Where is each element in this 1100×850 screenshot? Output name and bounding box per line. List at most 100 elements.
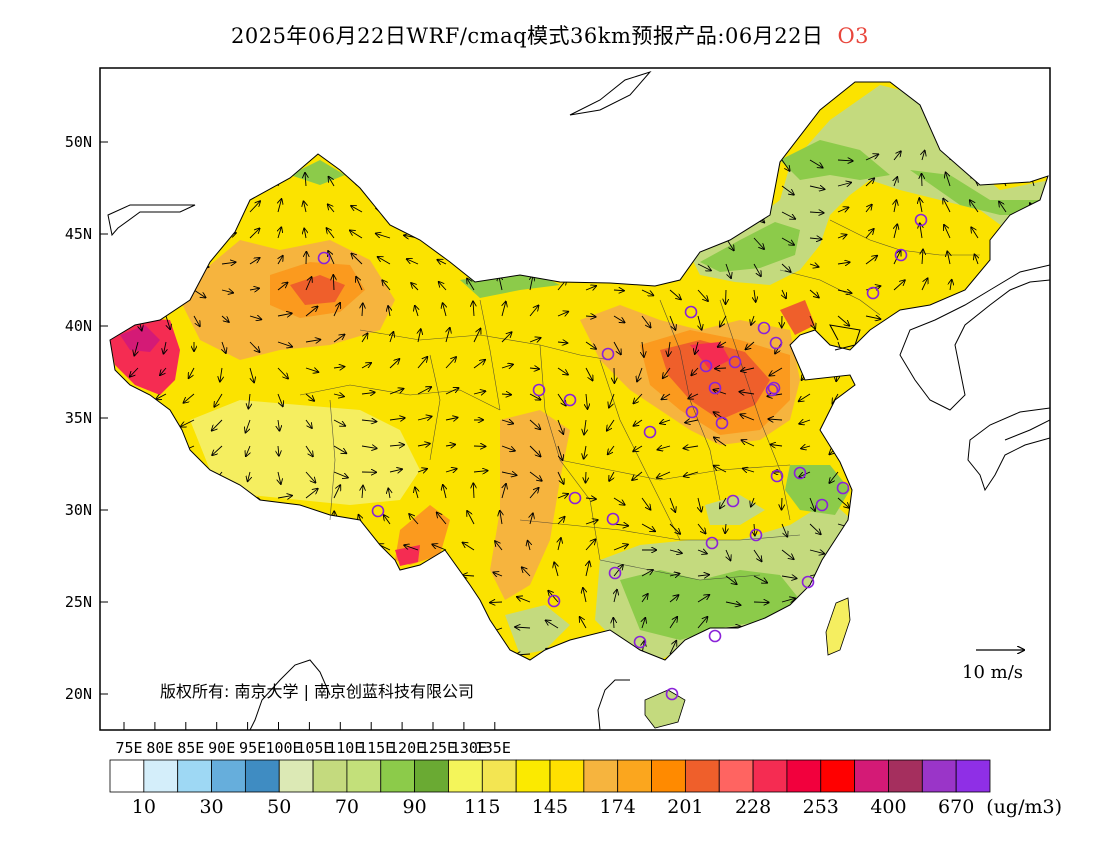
wind-arrow	[473, 360, 485, 369]
wind-arrow	[837, 290, 852, 293]
wind-arrow	[249, 201, 260, 213]
colorbar-label: 201	[667, 796, 703, 818]
wind-arrow	[554, 562, 558, 577]
wind-arrow	[742, 440, 755, 447]
wind-arrow	[333, 419, 345, 426]
wind-arrow	[557, 367, 568, 375]
wind-arrow	[684, 471, 699, 476]
wind-arrow	[305, 340, 320, 342]
wind-arrow	[361, 333, 368, 343]
wind-arrow	[669, 550, 682, 553]
wind-arrow	[837, 315, 849, 326]
wind-arrow	[221, 290, 233, 293]
colorbar-swatch	[888, 759, 923, 793]
wind-arrow	[530, 276, 533, 291]
wind-arrow	[557, 419, 563, 434]
wind-arrow	[305, 445, 313, 456]
wind-arrow	[189, 367, 195, 378]
monitoring-stations	[317, 213, 928, 701]
wind-arrow	[249, 258, 260, 265]
wind-arrow	[361, 446, 377, 448]
wind-arrow	[743, 469, 755, 473]
wind-arrow	[970, 200, 979, 213]
colorbar-swatch	[211, 759, 246, 793]
wind-arrow	[411, 283, 419, 291]
wind-arrow	[382, 280, 391, 291]
wind-arrow	[633, 445, 643, 451]
wind-arrow	[557, 445, 563, 460]
colorbar-label: 90	[403, 796, 427, 818]
station-marker	[836, 481, 850, 495]
lon-tick-label: 105E	[296, 739, 332, 757]
wind-arrow	[166, 315, 170, 329]
wind-arrow	[658, 446, 671, 450]
colorbar-label: 70	[335, 796, 359, 818]
wind-arrow	[669, 641, 676, 655]
wind-arrow	[921, 278, 928, 291]
wind-arrow	[585, 316, 596, 317]
wind-arrow	[865, 178, 874, 187]
wind-arrow	[305, 277, 312, 291]
wind-arrow	[277, 367, 288, 379]
wind-arrow	[333, 367, 344, 368]
station-marker	[769, 336, 783, 350]
wind-arrow	[446, 328, 450, 343]
wind-arrow	[753, 263, 761, 276]
wind-arrow	[328, 251, 335, 265]
station-marker	[765, 383, 779, 397]
wind-arrow	[529, 488, 539, 499]
wind-arrow	[809, 186, 825, 189]
wind-arrow	[585, 539, 596, 551]
ne-green-3	[910, 170, 1048, 215]
wind-arrow	[409, 514, 419, 525]
colorbar-swatch	[278, 759, 314, 793]
wind-arrow	[698, 315, 702, 330]
wind-arrow	[473, 301, 474, 317]
wind-arrow	[781, 237, 794, 245]
wind-arrow	[688, 394, 699, 399]
wind-arrow	[697, 575, 709, 576]
wind-arrow	[277, 313, 292, 316]
wind-arrow	[865, 229, 874, 239]
tibet-se-pink	[395, 545, 420, 566]
wind-arrow	[637, 367, 643, 382]
wind-arrow	[502, 302, 506, 317]
wind-arrow	[463, 575, 475, 576]
wind-arrow	[691, 367, 699, 375]
colorbar-swatch	[481, 759, 517, 793]
colorbar: 10 30 50 70 90 115 145 174 201 228 253 400 670 (ug/m3…	[109, 759, 1062, 818]
wind-arrow	[781, 159, 790, 171]
wind-arrow	[278, 227, 281, 239]
wind-arrow	[557, 471, 564, 484]
wind-arrow	[501, 472, 517, 475]
wind-arrow	[809, 159, 823, 168]
wind-arrow	[684, 446, 699, 448]
wind-arrow	[501, 394, 511, 395]
station-marker	[757, 321, 771, 335]
lon-tick-label: 95E	[239, 739, 266, 757]
wind-arrow	[214, 393, 223, 407]
wind-arrow	[865, 205, 872, 213]
wind-arrow	[530, 513, 533, 525]
wind-arrow	[725, 263, 731, 278]
colorbar-swatch	[414, 759, 449, 793]
sw-orange	[490, 410, 570, 600]
wind-arrow	[697, 523, 706, 534]
wind-arrow	[614, 590, 617, 603]
wind-arrow	[305, 419, 312, 428]
wind-arrow	[246, 419, 251, 433]
central-pink	[690, 342, 730, 370]
wind-arrow	[809, 212, 824, 213]
wind-arrow	[333, 485, 340, 499]
wind-arrow	[417, 417, 432, 421]
wind-arrow	[753, 602, 769, 603]
wind-arrow	[801, 446, 811, 449]
wind-arrow	[522, 567, 531, 577]
station-marker	[684, 305, 698, 319]
colorbar-swatch	[684, 759, 720, 793]
wind-arrow	[362, 486, 363, 499]
wind-arrow	[695, 341, 698, 354]
wind-arrow	[669, 289, 681, 299]
wind-arrow	[221, 262, 236, 264]
wind-arrow	[685, 420, 699, 423]
